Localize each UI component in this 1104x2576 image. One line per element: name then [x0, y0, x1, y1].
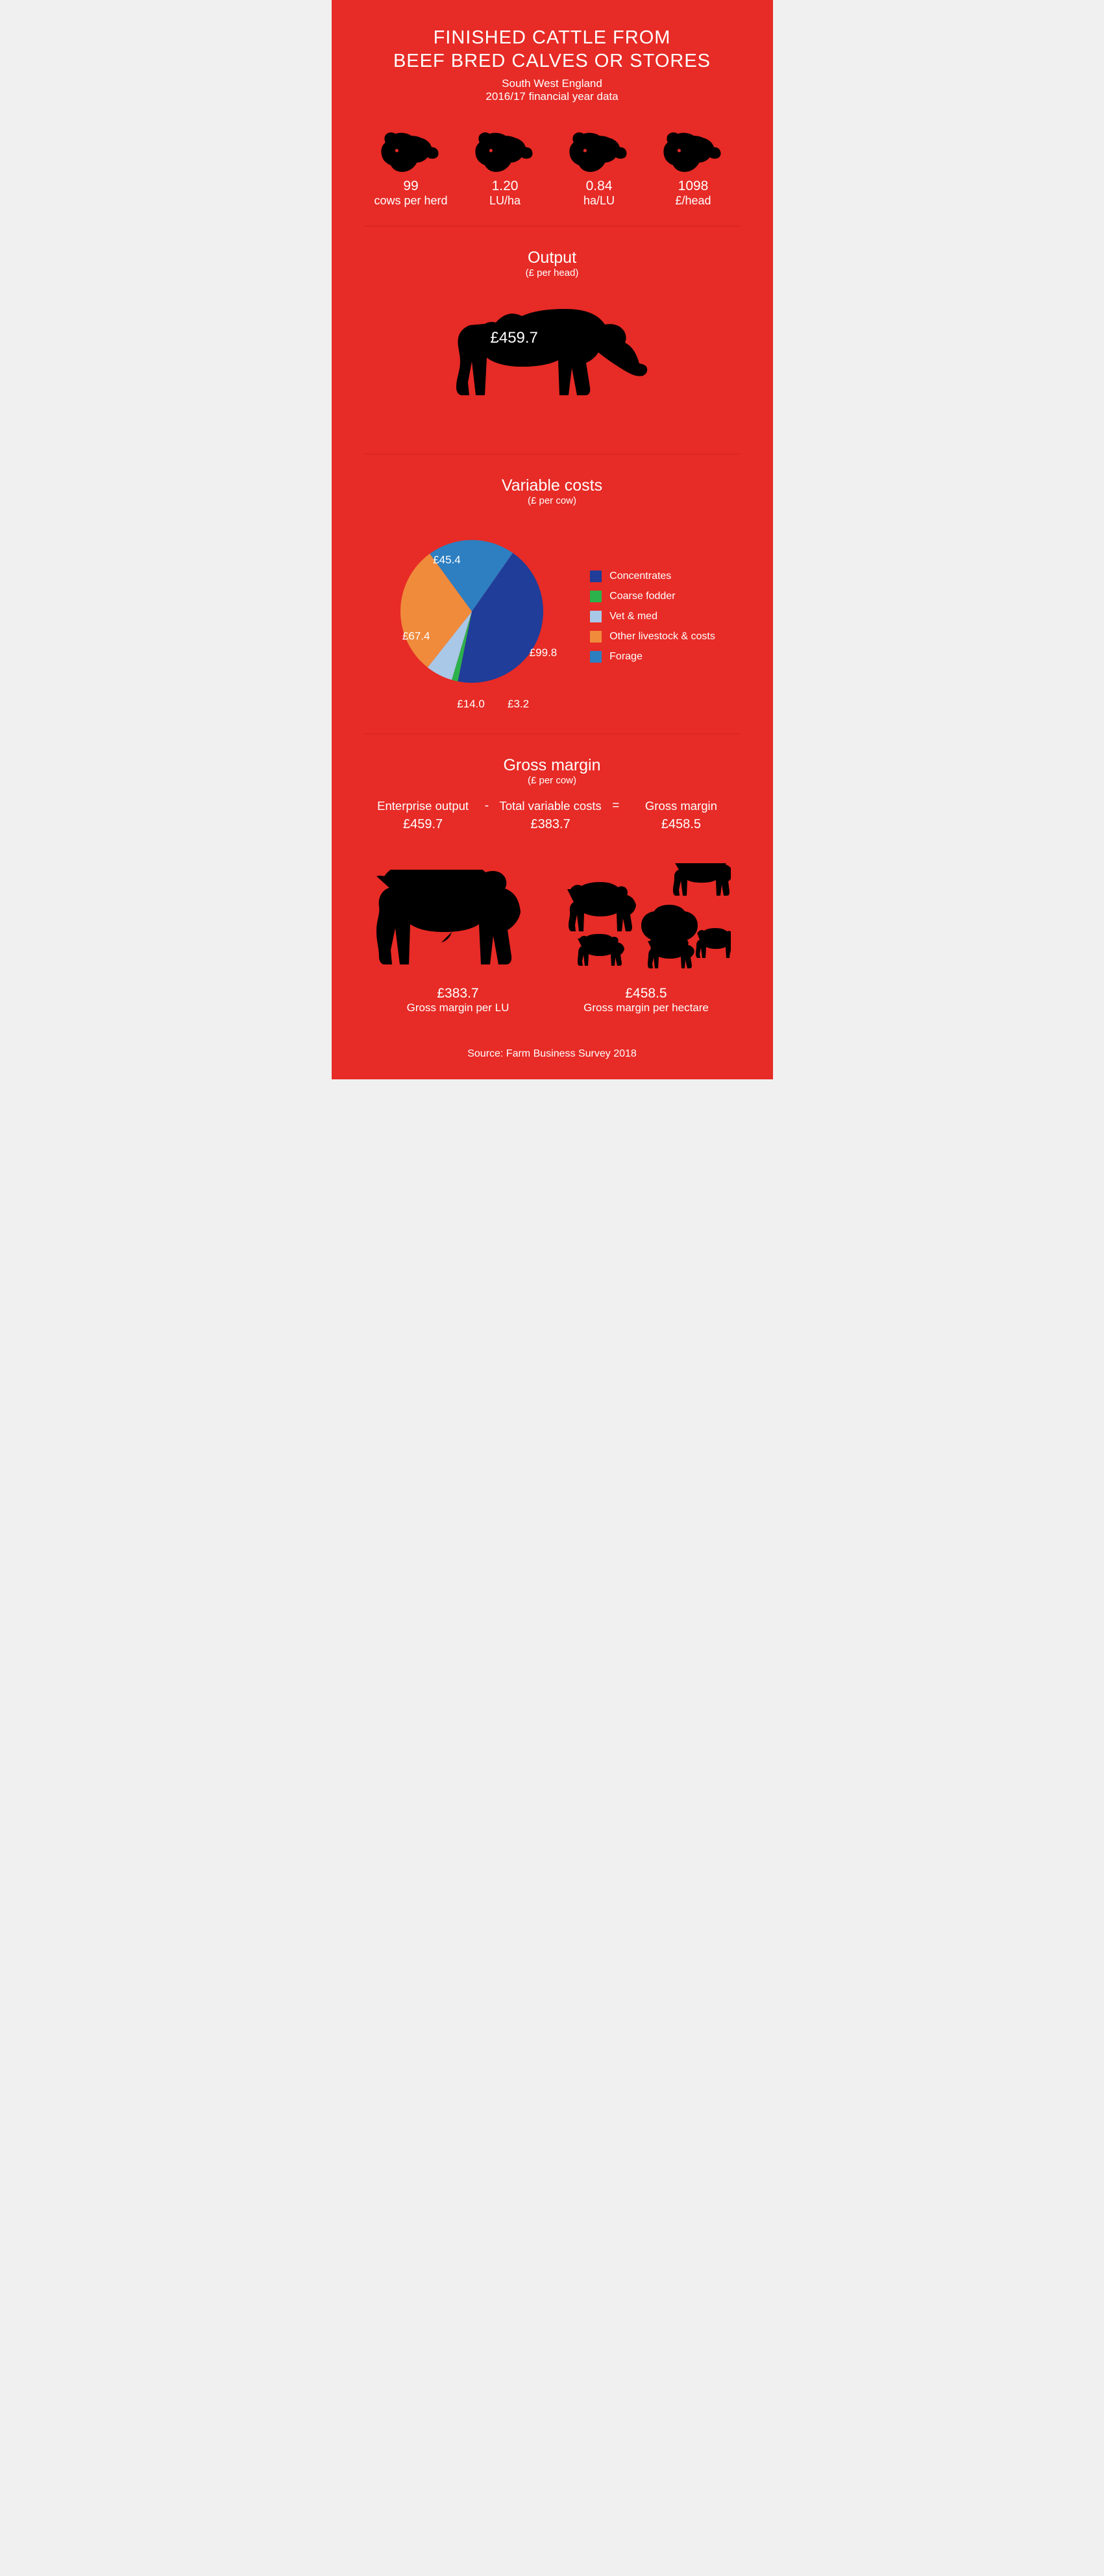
gross-margin-subtitle: (£ per cow): [364, 775, 741, 786]
pie-chart: £99.8 £3.2 £14.0 £67.4 £45.4: [389, 526, 564, 707]
legend-swatch: [590, 651, 602, 663]
gm-c-value: £458.5: [622, 817, 740, 832]
separator: [364, 226, 741, 227]
stat-unit: ha/LU: [552, 194, 646, 208]
cow-head-icon: [378, 130, 443, 175]
variable-costs-subtitle: (£ per cow): [364, 495, 741, 506]
subtitle-region: South West England: [364, 77, 741, 90]
gm-c-label: Gross margin: [622, 799, 740, 813]
cow-grazing-icon: [452, 298, 653, 424]
legend-label: Vet & med: [609, 611, 657, 622]
page-title: FINISHED CATTLE FROM BEEF BRED CALVES OR…: [364, 26, 741, 73]
infographic-canvas: FINISHED CATTLE FROM BEEF BRED CALVES OR…: [332, 0, 773, 1079]
stat-item: 1.20 LU/ha: [458, 130, 552, 208]
stat-value: 99: [364, 178, 458, 194]
gm-lu-value: £383.7: [364, 986, 552, 1001]
gm-col-lu: £383.7 Gross margin per LU: [364, 870, 552, 1014]
cow-head-icon: [661, 130, 726, 175]
pie-slice-label: £99.8: [530, 646, 558, 658]
stat-value: 0.84: [552, 178, 646, 194]
source-text: Source: Farm Business Survey 2018: [364, 1048, 741, 1060]
stat-value: 1098: [646, 178, 741, 194]
gm-ha-value: £458.5: [552, 986, 741, 1001]
legend-swatch: [590, 591, 602, 602]
gm-lu-label: Gross margin per LU: [364, 1001, 552, 1014]
cow-head-icon: [472, 130, 537, 175]
gm-images-row: £383.7 Gross margin per LU £458.5 Gross …: [364, 863, 741, 1014]
legend-item: Other livestock & costs: [590, 631, 715, 643]
pie-block: £99.8 £3.2 £14.0 £67.4 £45.4 Concentrates Co…: [364, 519, 741, 733]
gross-margin-title: Gross margin: [364, 756, 741, 775]
gm-col-hectare: £458.5 Gross margin per hectare: [552, 863, 741, 1014]
gm-formula-row: Enterprise output £459.7 - Total variabl…: [364, 799, 741, 832]
stat-value: 1.20: [458, 178, 552, 194]
subtitle-year: 2016/17 financial year data: [364, 90, 741, 103]
stat-row: 99 cows per herd 1.20 LU/ha 0.84 ha/LU 1…: [364, 130, 741, 226]
legend-label: Concentrates: [609, 570, 671, 582]
output-block: £459.7: [364, 291, 741, 454]
pie-slice-label: £14.0: [457, 698, 485, 707]
gm-ha-label: Gross margin per hectare: [552, 1001, 741, 1014]
legend-label: Other livestock & costs: [609, 631, 715, 643]
legend-label: Forage: [609, 651, 643, 663]
gm-b-value: £383.7: [491, 817, 609, 832]
pie-slice-label: £3.2: [508, 698, 529, 707]
gm-b-label: Total variable costs: [491, 799, 609, 813]
gm-minus: -: [482, 799, 491, 832]
separator: [364, 733, 741, 734]
pie-legend: Concentrates Coarse fodder Vet & med Oth…: [590, 562, 715, 671]
gm-formula-b: Total variable costs £383.7: [491, 799, 609, 832]
output-value: £459.7: [491, 329, 538, 347]
output-title: Output: [364, 249, 741, 267]
legend-item: Concentrates: [590, 570, 715, 582]
legend-item: Vet & med: [590, 611, 715, 622]
stat-item: 99 cows per herd: [364, 130, 458, 208]
legend-swatch: [590, 611, 602, 622]
gm-a-label: Enterprise output: [364, 799, 482, 813]
cow-head-icon: [567, 130, 632, 175]
cow-herd-icon: [562, 863, 731, 974]
legend-label: Coarse fodder: [609, 591, 675, 602]
gm-formula-c: Gross margin £458.5: [622, 799, 740, 832]
title-line2: BEEF BRED CALVES OR STORES: [393, 51, 711, 71]
gm-formula-a: Enterprise output £459.7: [364, 799, 482, 832]
stat-unit: £/head: [646, 194, 741, 208]
stat-item: 0.84 ha/LU: [552, 130, 646, 208]
stat-item: 1098 £/head: [646, 130, 741, 208]
pie-slice-label: £67.4: [402, 630, 430, 642]
cow-standing-icon: [374, 870, 543, 974]
legend-item: Coarse fodder: [590, 591, 715, 602]
gm-a-value: £459.7: [364, 817, 482, 832]
output-subtitle: (£ per head): [364, 267, 741, 278]
legend-item: Forage: [590, 651, 715, 663]
legend-swatch: [590, 570, 602, 582]
stat-unit: LU/ha: [458, 194, 552, 208]
gm-eq: =: [609, 799, 622, 832]
pie-slice-label: £45.4: [433, 553, 461, 565]
title-line1: FINISHED CATTLE FROM: [434, 27, 671, 48]
stat-unit: cows per herd: [364, 194, 458, 208]
legend-swatch: [590, 631, 602, 643]
variable-costs-title: Variable costs: [364, 476, 741, 495]
